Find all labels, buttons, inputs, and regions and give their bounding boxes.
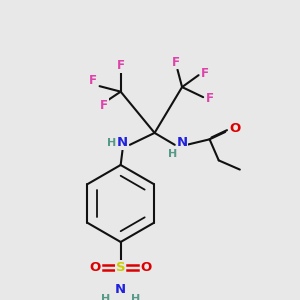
Text: F: F bbox=[172, 56, 180, 69]
Text: O: O bbox=[230, 122, 241, 135]
Text: N: N bbox=[115, 283, 126, 296]
Text: F: F bbox=[201, 67, 209, 80]
Text: N: N bbox=[117, 136, 128, 149]
Text: F: F bbox=[100, 99, 108, 112]
Text: F: F bbox=[117, 59, 125, 73]
Text: H: H bbox=[107, 138, 116, 148]
Text: H: H bbox=[168, 149, 178, 159]
Text: O: O bbox=[89, 261, 100, 274]
Text: H: H bbox=[101, 294, 111, 300]
Text: N: N bbox=[176, 136, 188, 149]
Text: H: H bbox=[131, 294, 140, 300]
Text: F: F bbox=[89, 74, 97, 87]
Text: S: S bbox=[116, 261, 125, 274]
Text: O: O bbox=[141, 261, 152, 274]
Text: F: F bbox=[206, 92, 214, 106]
